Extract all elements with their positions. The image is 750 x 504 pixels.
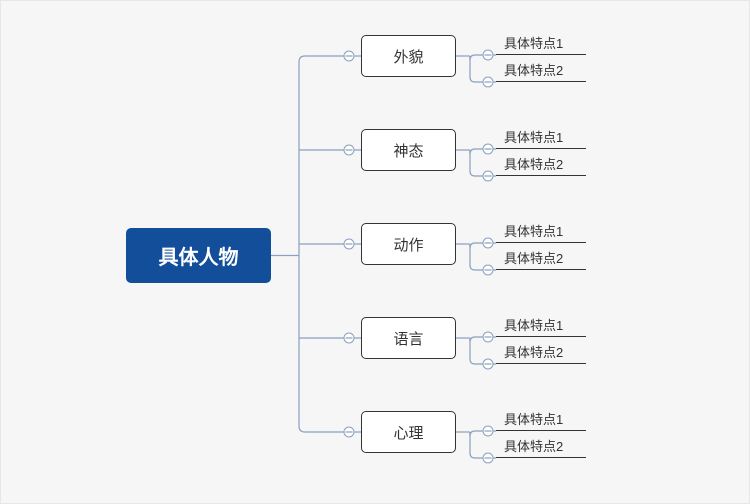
branch-node[interactable]: 外貌: [361, 35, 456, 77]
leaf-node[interactable]: 具体特点2: [496, 340, 586, 364]
leaf-node[interactable]: 具体特点2: [496, 246, 586, 270]
leaf-node[interactable]: 具体特点1: [496, 125, 586, 149]
leaf-node[interactable]: 具体特点2: [496, 152, 586, 176]
mindmap-canvas: 具体人物外貌具体特点1具体特点2神态具体特点1具体特点2动作具体特点1具体特点2…: [0, 0, 750, 504]
collapse-toggle-icon[interactable]: [483, 426, 493, 436]
leaf-node[interactable]: 具体特点1: [496, 407, 586, 431]
leaf-node[interactable]: 具体特点1: [496, 31, 586, 55]
collapse-toggle-icon[interactable]: [344, 239, 354, 249]
collapse-toggle-icon[interactable]: [483, 171, 493, 181]
collapse-toggle-icon[interactable]: [483, 453, 493, 463]
leaf-node[interactable]: 具体特点2: [496, 434, 586, 458]
collapse-toggle-icon[interactable]: [483, 359, 493, 369]
collapse-toggle-icon[interactable]: [344, 333, 354, 343]
leaf-node[interactable]: 具体特点1: [496, 313, 586, 337]
branch-node[interactable]: 心理: [361, 411, 456, 453]
collapse-toggle-icon[interactable]: [483, 77, 493, 87]
collapse-toggle-icon[interactable]: [483, 238, 493, 248]
collapse-toggle-icon[interactable]: [344, 427, 354, 437]
collapse-toggle-icon[interactable]: [483, 265, 493, 275]
collapse-toggle-icon[interactable]: [344, 51, 354, 61]
leaf-node[interactable]: 具体特点1: [496, 219, 586, 243]
collapse-toggle-icon[interactable]: [483, 144, 493, 154]
leaf-node[interactable]: 具体特点2: [496, 58, 586, 82]
root-node[interactable]: 具体人物: [126, 228, 271, 283]
branch-node[interactable]: 动作: [361, 223, 456, 265]
collapse-toggle-icon[interactable]: [483, 50, 493, 60]
branch-node[interactable]: 语言: [361, 317, 456, 359]
branch-node[interactable]: 神态: [361, 129, 456, 171]
collapse-toggle-icon[interactable]: [483, 332, 493, 342]
collapse-toggle-icon[interactable]: [344, 145, 354, 155]
